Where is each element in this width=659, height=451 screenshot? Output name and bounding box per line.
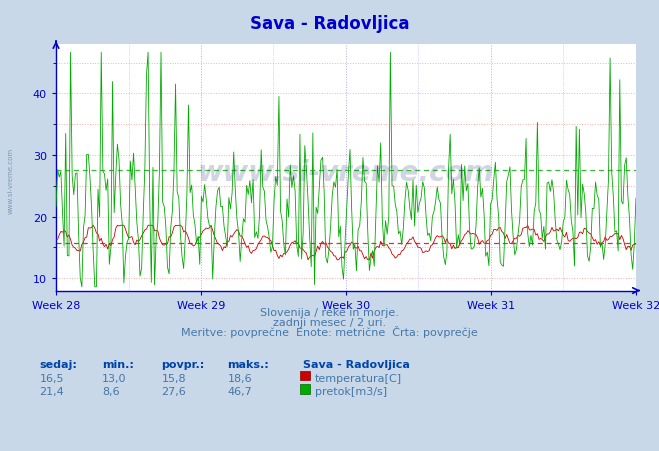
Text: 18,6: 18,6 [227, 373, 252, 383]
Text: 8,6: 8,6 [102, 387, 120, 396]
Text: Slovenija / reke in morje.: Slovenija / reke in morje. [260, 308, 399, 318]
Text: Sava - Radovljica: Sava - Radovljica [303, 359, 410, 369]
Text: Meritve: povprečne  Enote: metrične  Črta: povprečje: Meritve: povprečne Enote: metrične Črta:… [181, 326, 478, 337]
Text: temperatura[C]: temperatura[C] [315, 373, 402, 383]
Text: sedaj:: sedaj: [40, 359, 77, 369]
Text: zadnji mesec / 2 uri.: zadnji mesec / 2 uri. [273, 318, 386, 327]
Text: www.si-vreme.com: www.si-vreme.com [198, 159, 494, 187]
Text: 27,6: 27,6 [161, 387, 186, 396]
Text: 15,8: 15,8 [161, 373, 186, 383]
Text: povpr.:: povpr.: [161, 359, 205, 369]
Text: Sava - Radovljica: Sava - Radovljica [250, 15, 409, 33]
Text: 46,7: 46,7 [227, 387, 252, 396]
Text: pretok[m3/s]: pretok[m3/s] [315, 387, 387, 396]
Text: 13,0: 13,0 [102, 373, 127, 383]
Text: 16,5: 16,5 [40, 373, 64, 383]
Text: www.si-vreme.com: www.si-vreme.com [8, 147, 14, 213]
Text: min.:: min.: [102, 359, 134, 369]
Text: maks.:: maks.: [227, 359, 269, 369]
Text: 21,4: 21,4 [40, 387, 65, 396]
